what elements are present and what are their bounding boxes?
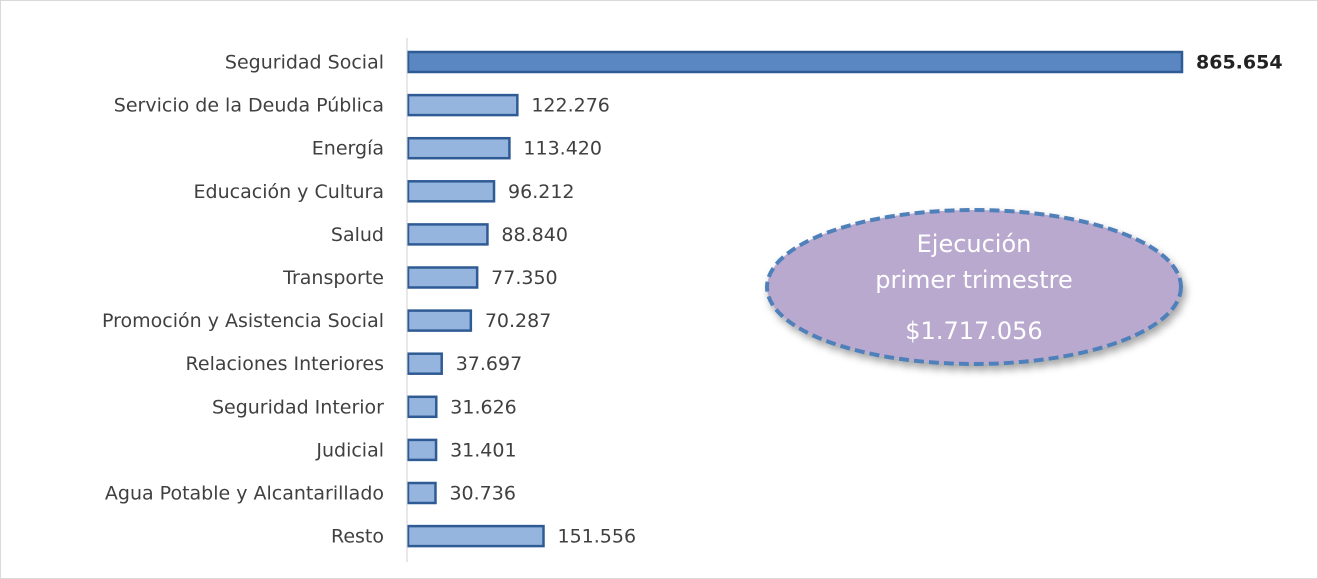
bar <box>406 395 438 419</box>
bar <box>406 481 437 505</box>
bar <box>406 93 519 117</box>
annotation-bubble <box>765 208 1183 366</box>
bar <box>406 352 443 375</box>
value-label: 37.697 <box>456 353 522 375</box>
value-label: 96.212 <box>508 181 574 203</box>
value-label: 31.401 <box>450 439 516 461</box>
value-label: 88.840 <box>501 224 567 246</box>
value-label: 30.736 <box>449 483 515 505</box>
category-label: Educación y Cultura <box>194 181 384 203</box>
bar <box>406 438 438 462</box>
category-label: Promoción y Asistencia Social <box>102 310 384 332</box>
value-label: 151.556 <box>558 526 637 548</box>
category-label: Salud <box>331 224 384 246</box>
value-label: 865.654 <box>1196 52 1283 74</box>
category-label: Relaciones Interiores <box>186 353 384 375</box>
category-label: Transporte <box>282 267 384 289</box>
value-label: 77.350 <box>491 267 557 289</box>
bar <box>406 50 1184 74</box>
bar <box>406 180 496 203</box>
bar <box>406 136 511 160</box>
category-label: Resto <box>331 526 384 548</box>
bar <box>406 223 489 246</box>
value-label: 122.276 <box>531 95 610 117</box>
category-label: Seguridad Social <box>225 52 384 74</box>
value-label: 70.287 <box>485 310 551 332</box>
annotation-total: $1.717.056 <box>905 317 1042 345</box>
category-label: Energía <box>312 138 384 160</box>
category-label: Seguridad Interior <box>212 396 384 418</box>
bar <box>406 266 479 289</box>
category-label: Agua Potable y Alcantarillado <box>105 483 384 505</box>
bar <box>406 524 545 548</box>
value-label: 113.420 <box>523 138 602 160</box>
bar <box>406 309 473 332</box>
category-label: Judicial <box>315 439 384 461</box>
category-label: Servicio de la Deuda Pública <box>114 95 384 117</box>
annotation-text: Ejecución <box>917 230 1032 258</box>
value-label: 31.626 <box>450 396 516 418</box>
annotation-text: primer trimestre <box>875 266 1073 294</box>
